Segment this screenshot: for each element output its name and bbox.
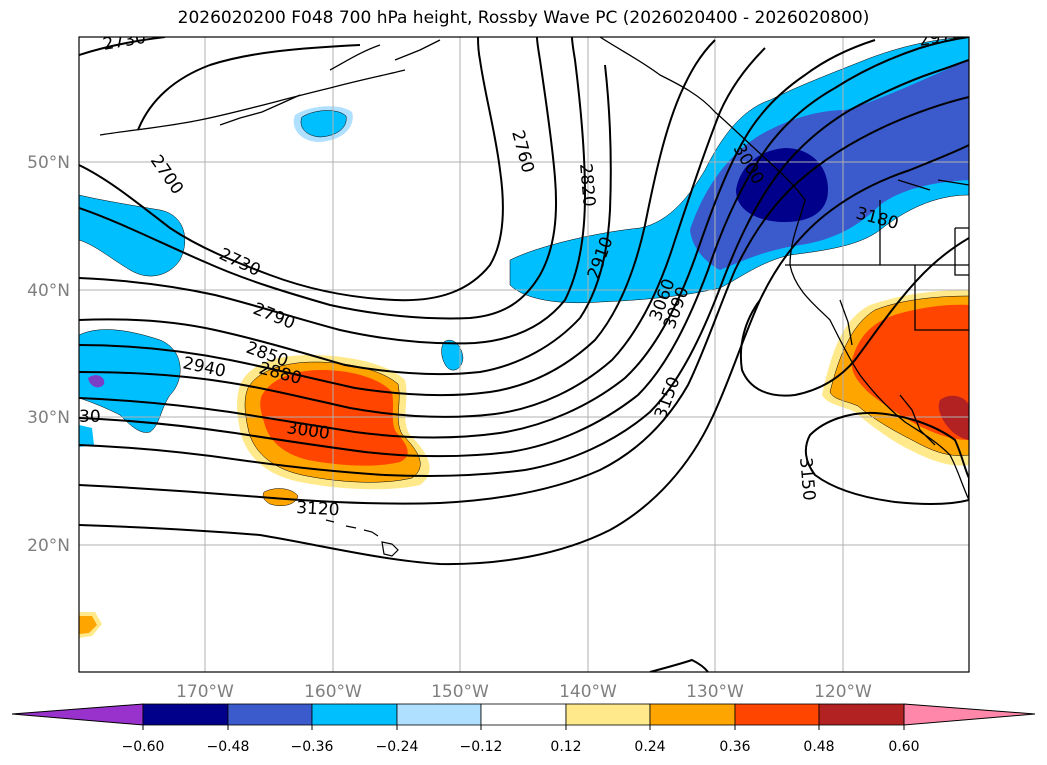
colorbar-segment	[227, 703, 313, 726]
plot-frame	[78, 36, 970, 673]
colorbar-tick: −0.24	[376, 739, 419, 755]
coastlines	[99, 37, 969, 501]
colorbar-tick: 0.24	[634, 739, 665, 755]
lon-label-150w: 150°W	[431, 682, 489, 702]
contour-label-3150-east: 3150	[795, 457, 819, 502]
colorbar-segment	[565, 703, 651, 726]
latitude-labels: 50°N 40°N 30°N 20°N	[27, 153, 70, 556]
colorbar: −0.60 −0.48 −0.36 −0.24 −0.12 0.12 0.24 …	[11, 703, 1036, 755]
contour-label-2820: 2820	[575, 163, 599, 208]
colorbar-segment	[311, 703, 398, 726]
hawaii-islands	[325, 519, 399, 557]
height-contours	[79, 37, 969, 672]
lon-label-140w: 140°W	[559, 682, 617, 702]
lon-label-160w: 160°W	[304, 682, 362, 702]
lat-label-50n: 50°N	[27, 153, 70, 173]
longitude-labels: 170°W 160°W 150°W 140°W 130°W 120°W	[176, 682, 872, 702]
colorbar-tick: −0.36	[291, 739, 334, 755]
map-title: 2026020200 F048 700 hPa height, Rossby W…	[177, 8, 870, 28]
colorbar-segment	[734, 703, 820, 726]
colorbar-segment	[649, 703, 736, 726]
lat-label-40n: 40°N	[27, 281, 70, 301]
colorbar-segment	[818, 703, 905, 726]
colorbar-tick: 0.36	[719, 739, 750, 755]
colorbar-tick: 0.12	[550, 739, 581, 755]
colorbar-tick: 0.48	[803, 739, 834, 755]
lon-label-130w: 130°W	[686, 682, 744, 702]
colorbar-segment	[480, 703, 567, 726]
contour-label-3120: 3120	[296, 498, 340, 520]
lat-label-20n: 20°N	[27, 536, 70, 556]
colorbar-segment	[142, 703, 229, 726]
lon-label-170w: 170°W	[176, 682, 234, 702]
colorbar-segment	[396, 703, 482, 726]
contour-label-30: 30	[79, 407, 101, 427]
lon-label-120w: 120°W	[814, 682, 872, 702]
graticule	[79, 37, 969, 672]
lat-label-30n: 30°N	[27, 408, 70, 428]
colorbar-tick: −0.60	[122, 739, 165, 755]
colorbar-extend-high	[903, 703, 1036, 726]
colorbar-tick: −0.48	[207, 739, 250, 755]
negative-anomaly-shading	[79, 37, 969, 447]
colorbar-extend-low	[11, 703, 144, 726]
colorbar-tick: −0.12	[460, 739, 503, 755]
colorbar-tick: 0.60	[888, 739, 919, 755]
